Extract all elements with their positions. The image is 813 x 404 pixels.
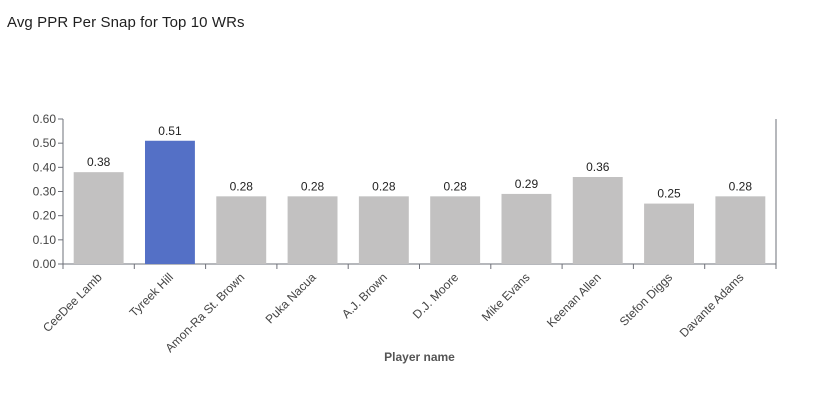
data-label: 0.38 (87, 155, 111, 169)
bar[interactable] (715, 196, 766, 264)
bar[interactable] (144, 140, 195, 264)
x-tick-label: CeeDee Lamb (40, 270, 105, 335)
x-tick-label: Mike Evans (479, 270, 533, 324)
data-label: 0.51 (158, 124, 182, 138)
data-label: 0.29 (515, 177, 539, 191)
bar[interactable] (644, 203, 695, 264)
bar[interactable] (358, 196, 409, 264)
bar[interactable] (287, 196, 338, 264)
bar[interactable] (73, 172, 124, 264)
data-label: 0.28 (443, 179, 467, 193)
bar[interactable] (430, 196, 481, 264)
bars (73, 140, 766, 264)
y-tick-label: 0.50 (33, 136, 57, 150)
bar[interactable] (501, 193, 552, 264)
data-labels: 0.38 0.51 0.28 0.28 0.28 0.28 0.29 0.36 0.25 0.28 (87, 124, 752, 201)
x-tick-label: D.J. Moore (410, 270, 462, 322)
x-tick-label: Tyreek Hill (127, 270, 177, 320)
data-label: 0.28 (729, 179, 753, 193)
data-label: 0.36 (586, 160, 610, 174)
data-label: 0.25 (657, 187, 681, 201)
y-axis: 0.00 0.10 0.20 0.30 0.40 0.50 0.60 (33, 112, 64, 271)
y-tick-label: 0.40 (33, 160, 57, 174)
chart-title: Avg PPR Per Snap for Top 10 WRs (7, 14, 245, 31)
x-axis (62, 263, 777, 269)
x-axis-title: Player name (384, 350, 455, 364)
x-tick-label: Puka Nacua (263, 270, 319, 326)
y-tick-label: 0.10 (33, 233, 57, 247)
y-tick-label: 0.30 (33, 185, 57, 199)
x-tick-label: A.J. Brown (339, 270, 390, 321)
x-tick-label: Davante Adams (677, 270, 747, 340)
y-tick-label: 0.00 (33, 257, 57, 271)
bar[interactable] (572, 177, 623, 264)
data-label: 0.28 (372, 179, 396, 193)
y-tick-label: 0.20 (33, 209, 57, 223)
data-label: 0.28 (230, 179, 254, 193)
y-tick-label: 0.60 (33, 112, 57, 126)
bar[interactable] (216, 196, 267, 264)
data-label: 0.28 (301, 179, 325, 193)
x-tick-label: Amon-Ra St. Brown (162, 270, 247, 355)
x-tick-label: Keenan Allen (544, 270, 604, 330)
x-tick-label: Stefon Diggs (617, 270, 675, 328)
